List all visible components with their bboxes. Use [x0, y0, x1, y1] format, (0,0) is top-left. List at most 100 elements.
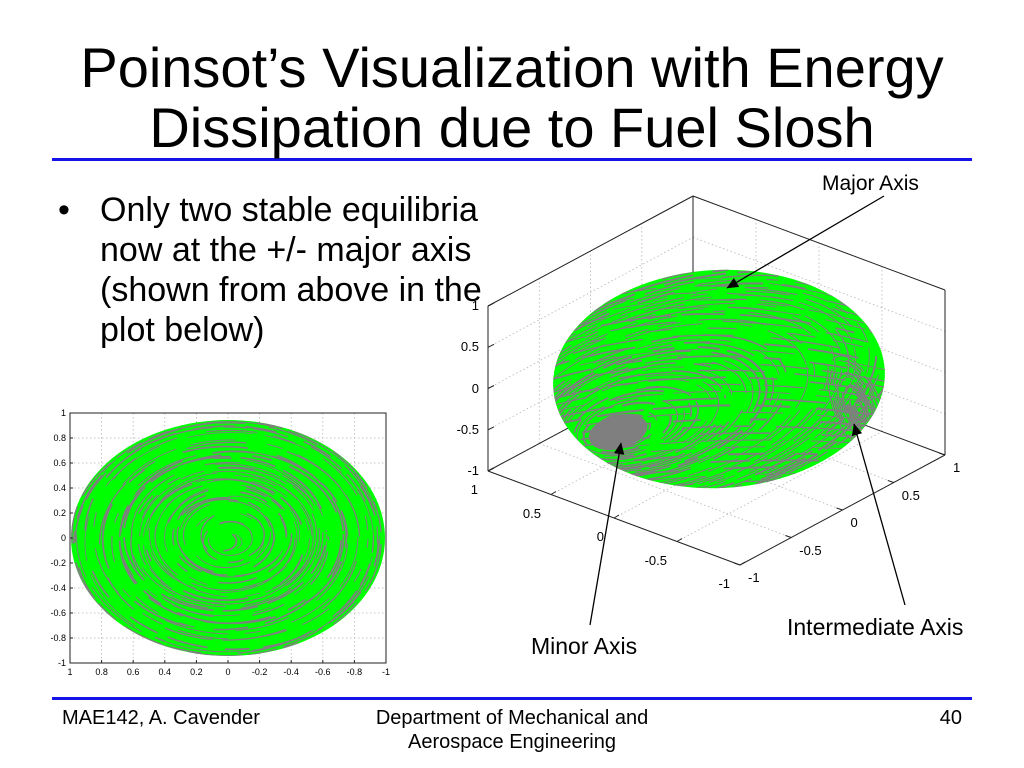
flow-streak: [129, 461, 324, 610]
flow-streak: [165, 486, 293, 584]
y-tick-label: 1: [60, 408, 66, 418]
tick-mark: [487, 467, 494, 472]
front-right-tick-label: 0: [850, 515, 858, 530]
tick-mark: [836, 507, 843, 511]
flow-streak: [853, 401, 863, 415]
tick-mark: [938, 452, 946, 456]
flow-streak: [74, 426, 375, 655]
x-tick-label: -1: [381, 667, 390, 677]
x-tick-label: 0: [225, 667, 231, 677]
grid-line: [692, 236, 946, 332]
flow-streak: [547, 318, 816, 491]
axis-edge: [487, 195, 694, 307]
x-tick-label: -0.6: [315, 667, 331, 677]
flow-streak: [547, 345, 768, 479]
flow-streak: [547, 285, 891, 322]
flow-streak: [182, 500, 272, 569]
y-tick-label: 0.2: [53, 508, 66, 518]
flow-streak: [547, 418, 891, 441]
y-tick-label: -0.2: [50, 558, 66, 568]
flow-streak: [547, 338, 781, 482]
flow-streak: [76, 421, 381, 653]
flow-streak: [130, 466, 330, 619]
grid-line: [539, 443, 792, 538]
flow-streak: [547, 490, 891, 497]
flow-streak: [210, 531, 238, 552]
bullet-line: plot below): [100, 311, 265, 349]
flow-streak: [164, 484, 301, 589]
flow-streak: [174, 490, 288, 577]
flow-streak: [84, 425, 380, 651]
tick-mark: [613, 514, 620, 519]
bullet-marker: •: [58, 191, 70, 229]
minor-axis-equilibrium-region: [588, 413, 648, 451]
tick-mark: [550, 491, 557, 495]
flow-streak: [547, 322, 809, 489]
top-plot-tick-marks: [69, 412, 387, 664]
page-number: 40: [939, 707, 962, 729]
z-tick-label: 0.5: [460, 339, 479, 355]
x-tick-label: 0.6: [126, 667, 140, 677]
flow-streak: [71, 420, 385, 656]
front-left-tick-label: 0: [596, 529, 604, 544]
footer-rule: [52, 697, 972, 700]
tick-mark: [733, 562, 741, 566]
flow-streak: [547, 362, 891, 389]
y-tick-label: -0.4: [50, 583, 66, 593]
flow-streak: [547, 298, 850, 497]
flow-streak: [130, 463, 321, 608]
x-tick-label: -0.2: [251, 667, 268, 677]
front-right-tick-label: 1: [953, 460, 961, 475]
z-tick-label: 1: [471, 298, 479, 313]
front-right-tick-label: -1: [748, 570, 760, 585]
flow-streak: [123, 456, 328, 612]
flow-streak: [547, 310, 829, 494]
flow-streaks: [71, 420, 385, 656]
flow-streak: [547, 320, 891, 350]
major-axis-label: Major Axis: [822, 172, 919, 195]
front-right-tick-label: 0.5: [901, 487, 920, 503]
perspective-plot-tick-marks: [487, 302, 946, 566]
flow-streak: [154, 483, 296, 591]
flow-streak: [146, 478, 298, 593]
x-tick-label: -0.8: [346, 667, 363, 677]
flow-streak: [139, 470, 314, 604]
flow-streak: [111, 450, 349, 632]
x-tick-label: -0.4: [283, 667, 299, 677]
flow-streak: [118, 453, 343, 625]
y-tick-label: -0.6: [50, 608, 66, 618]
perspective-plot: [487, 195, 946, 626]
flow-streak: [547, 425, 891, 448]
flow-streak: [137, 467, 317, 605]
footer-department: Department of Mechanical and Aerospace E…: [312, 706, 712, 754]
y-tick-label: 0.6: [53, 458, 66, 468]
footer-author: MAE142, A. Cavender: [62, 707, 260, 729]
flow-streak: [547, 376, 891, 402]
front-right-tick-label: -0.5: [799, 542, 822, 558]
flow-streak: [172, 497, 276, 576]
y-tick-label: 0.4: [53, 483, 66, 493]
top-view-plot: [69, 412, 387, 664]
y-tick-label: -1: [57, 658, 66, 668]
bullet-line: Only two stable equilibria: [100, 191, 478, 229]
minor-axis-arrow: [589, 442, 625, 626]
front-left-tick-label: -1: [718, 576, 730, 591]
slide-title-line-2: Dissipation due to Fuel Slosh: [149, 96, 875, 159]
bullet-line: (shown from above in the: [100, 271, 482, 309]
flow-streak: [102, 439, 359, 635]
tick-mark: [887, 480, 894, 483]
flow-streak: [547, 355, 891, 383]
flow-streak: [547, 485, 891, 497]
flow-streak: [579, 398, 679, 455]
flow-streak: [553, 366, 733, 469]
flow-streak: [200, 510, 266, 560]
z-tick-label: 0: [471, 380, 479, 396]
flow-streak: [547, 294, 857, 497]
bullet-text: Only two stable equilibria now at the +/…: [100, 190, 482, 350]
flow-streak: [851, 397, 865, 419]
x-tick-label: 0.4: [158, 667, 172, 677]
footer-department-line: Department of Mechanical and: [375, 707, 649, 729]
intermediate-axis-label: Intermediate Axis: [787, 614, 964, 640]
y-tick-label: -0.8: [50, 633, 66, 643]
